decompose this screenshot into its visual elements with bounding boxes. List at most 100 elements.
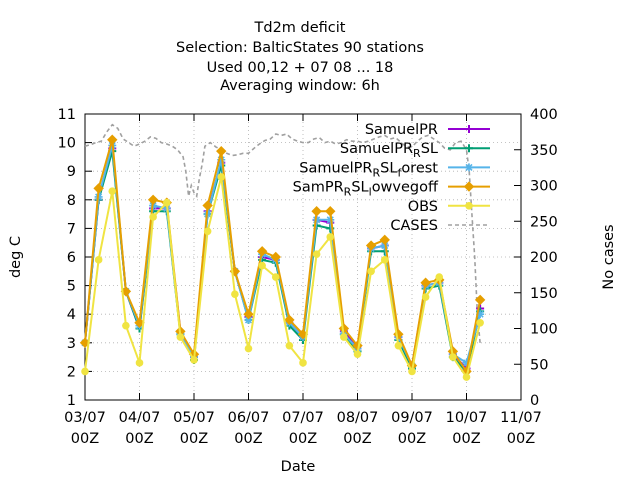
data-point xyxy=(94,256,103,264)
axes: 03/07 00Z 04/07 00Z 05/07 00Z 06/07 00Z 07/07 00Z… xyxy=(58,107,558,447)
x-tick-label: 07/07 xyxy=(282,410,324,426)
data-point xyxy=(176,333,185,341)
data-point xyxy=(408,367,416,376)
x-tick-label-hour: 00Z xyxy=(289,431,317,447)
legend-label-part: CASES xyxy=(390,218,438,234)
legend-label-part: l xyxy=(369,186,372,199)
y2-tick-label: 200 xyxy=(530,250,558,266)
data-point xyxy=(435,273,444,281)
x-tick-label: 08/07 xyxy=(337,410,379,426)
x-tick-label: 05/07 xyxy=(173,410,215,426)
data-point xyxy=(217,155,226,164)
data-point xyxy=(312,250,321,258)
legend-label-part: owvegoff xyxy=(372,180,439,196)
legend-label-part: SL xyxy=(421,141,438,157)
data-point xyxy=(244,315,253,324)
y-tick-label: 6 xyxy=(67,250,76,266)
y-tick-label: 4 xyxy=(67,307,76,323)
data-point xyxy=(217,173,226,181)
data-point xyxy=(340,333,348,341)
legend-label-part: SL xyxy=(380,160,397,176)
chart-title: Td2m deficit Selection: BalticStates 90 … xyxy=(176,20,424,94)
data-point xyxy=(122,321,130,330)
data-point xyxy=(463,181,475,192)
legend-label-part: SamuelPR xyxy=(299,160,372,176)
series-line-cases xyxy=(84,123,481,343)
x-tick-label-hour: 00Z xyxy=(343,431,371,447)
data-point xyxy=(202,200,213,211)
data-point xyxy=(465,125,473,133)
data-point xyxy=(135,359,144,367)
x-tick-label-hour: 00Z xyxy=(507,431,535,447)
legend-label: SamPRRSLlowvegoff xyxy=(293,180,439,199)
data-point xyxy=(325,206,336,217)
data-point xyxy=(462,373,471,381)
x-tick-label-hour: 00Z xyxy=(180,431,208,447)
y-axis-label: deg C xyxy=(8,236,24,278)
data-point xyxy=(81,367,89,376)
legend-label: OBS xyxy=(408,199,438,215)
y2-tick-label: 400 xyxy=(530,107,558,123)
data-point xyxy=(311,206,322,217)
y-tick-label: 10 xyxy=(58,136,76,152)
x-tick-label-hour: 00Z xyxy=(125,431,153,447)
y-tick-label: 1 xyxy=(67,393,76,409)
title-line-3: Used 00,12 + 07 08 ... 18 xyxy=(207,60,394,76)
data-point xyxy=(147,194,159,206)
data-point xyxy=(271,273,280,281)
data-point xyxy=(108,187,117,196)
y2-tick-label: 300 xyxy=(530,179,558,195)
y2-tick-label: 350 xyxy=(530,143,558,159)
y-tick-label: 7 xyxy=(67,221,76,237)
data-point xyxy=(465,163,473,172)
data-point xyxy=(449,353,457,361)
data-point xyxy=(421,293,430,301)
data-point xyxy=(256,246,268,257)
legend-label: SamuelPR xyxy=(365,122,438,138)
legend: SamuelPRSamuelPRRSLSamuelPRRSLforestSamP… xyxy=(293,122,490,234)
legend-label-part: SL xyxy=(351,180,368,196)
data-point xyxy=(462,358,471,367)
data-point xyxy=(162,198,171,207)
y-tick-label: 8 xyxy=(67,193,76,209)
data-point xyxy=(394,341,403,350)
legend-label-part: R xyxy=(413,147,421,160)
data-point xyxy=(380,256,389,264)
data-point xyxy=(476,318,484,327)
legend-label-part: OBS xyxy=(408,199,438,215)
data-point xyxy=(367,267,375,276)
data-point xyxy=(285,341,294,350)
data-point xyxy=(231,290,239,298)
x-tick-label-hour: 00Z xyxy=(398,431,426,447)
series-layer xyxy=(79,123,486,381)
data-point xyxy=(420,277,431,288)
data-point xyxy=(465,144,473,153)
legend-label-part: orest xyxy=(401,160,438,176)
title-line-4: Averaging window: 6h xyxy=(220,78,380,94)
data-point xyxy=(284,314,295,326)
data-point xyxy=(365,240,377,251)
data-point xyxy=(258,261,266,270)
data-point xyxy=(107,134,118,145)
legend-label-part: SamuelPR xyxy=(365,122,438,138)
x-tick-label: 10/07 xyxy=(446,410,488,426)
data-point xyxy=(93,183,104,194)
x-tick-label: 11/07 xyxy=(500,410,542,426)
y2-tick-label: 50 xyxy=(530,357,548,373)
series-line xyxy=(84,139,482,374)
legend-label: SamuelPRRSLforest xyxy=(299,160,438,179)
y2-tick-label: 0 xyxy=(530,393,539,409)
legend-label-part: R xyxy=(372,166,380,179)
data-point xyxy=(379,234,390,246)
legend-label-part: R xyxy=(344,186,352,199)
x-tick-label: 06/07 xyxy=(228,410,270,426)
series-line xyxy=(84,145,482,369)
legend-label: SamuelPRRSL xyxy=(340,141,438,160)
x-tick-label-hour: 00Z xyxy=(71,431,99,447)
y2-tick-label: 250 xyxy=(530,214,558,230)
data-point xyxy=(326,233,335,241)
x-tick-label-hour: 00Z xyxy=(234,431,262,447)
data-point xyxy=(476,310,485,319)
y-tick-label: 5 xyxy=(67,279,76,295)
